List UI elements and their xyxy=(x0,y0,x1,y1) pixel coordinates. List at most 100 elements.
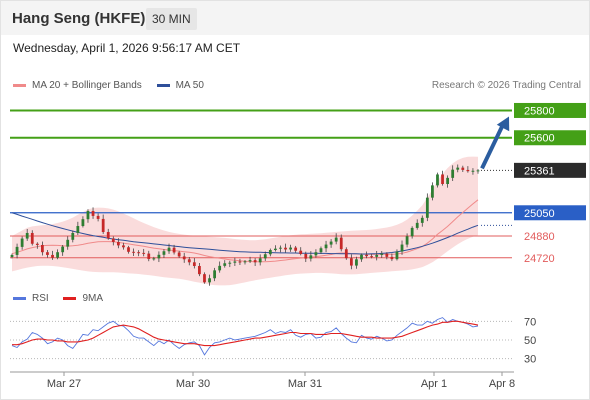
candle-body xyxy=(233,261,237,263)
level-label-24720: 24720 xyxy=(524,253,555,265)
candle-body xyxy=(137,252,141,254)
candle-body xyxy=(451,169,455,178)
candle-body xyxy=(96,215,100,219)
candle-body xyxy=(324,244,328,249)
candle-body xyxy=(40,244,44,253)
candle-body xyxy=(390,256,394,260)
candle-body xyxy=(248,260,252,262)
candle-body xyxy=(476,170,480,172)
candle-body xyxy=(299,250,303,254)
level-box-25050 xyxy=(514,205,586,221)
candle-body xyxy=(365,254,368,257)
rsi-panel: 70 50 30 xyxy=(10,316,536,366)
level-label-25600: 25600 xyxy=(524,133,555,145)
level-label-25800: 25800 xyxy=(524,105,555,117)
candle-body xyxy=(187,259,191,263)
rsi-tick-label-30: 30 xyxy=(524,354,536,366)
candle-body xyxy=(132,251,135,253)
candle-body xyxy=(258,258,262,263)
level-box-25800 xyxy=(514,102,586,118)
candle-body xyxy=(370,256,374,258)
legend-item-9ma: 9MA xyxy=(63,293,103,304)
candle-body xyxy=(344,249,348,259)
timestamp: Wednesday, April 1, 2026 9:56:17 AM CET xyxy=(13,41,241,55)
candle-body xyxy=(466,169,470,172)
candle-body xyxy=(20,238,24,247)
x-tick-label-apr-8: Apr 8 xyxy=(489,378,515,390)
candle-body xyxy=(172,247,176,253)
candle-body xyxy=(400,244,404,252)
candle-body xyxy=(410,227,414,237)
candle-body xyxy=(192,262,196,266)
instrument-title: Hang Seng (HKFE) xyxy=(12,10,146,27)
candle-body xyxy=(106,232,110,239)
header-bar: Hang Seng (HKFE) 30 MIN xyxy=(1,1,589,35)
candle-body xyxy=(147,253,151,260)
candle-body xyxy=(436,174,439,186)
candle-body xyxy=(157,254,161,259)
candle-body xyxy=(101,218,105,233)
candle-body xyxy=(395,251,399,260)
candle-body xyxy=(349,258,353,266)
candle-body xyxy=(56,252,59,258)
rsi-legend: RSI 9MA xyxy=(13,293,115,304)
rsi-tick-label-70: 70 xyxy=(524,316,536,328)
candle-body xyxy=(142,252,146,254)
candle-body xyxy=(289,247,292,250)
candle-body xyxy=(405,236,409,245)
level-box-25600 xyxy=(514,130,586,146)
price-panel: 25800 25600 25361 25050 24880 24720 xyxy=(10,102,586,286)
candle-body xyxy=(253,260,257,263)
candle-body xyxy=(127,247,130,252)
9ma-swatch xyxy=(63,296,77,300)
candle-body xyxy=(334,237,338,242)
interval-badge[interactable]: 30 MIN xyxy=(146,8,197,30)
forecast-arrow-head xyxy=(496,116,510,132)
candle-body xyxy=(425,197,429,218)
candle-body xyxy=(203,274,206,283)
candle-body xyxy=(30,232,34,244)
rsi-9ma-line xyxy=(12,320,479,347)
candle-body xyxy=(380,253,384,255)
rsi-line xyxy=(11,317,479,356)
candle-body xyxy=(431,185,434,198)
candle-body xyxy=(284,247,287,250)
candle-body xyxy=(51,254,54,258)
candle-body xyxy=(167,247,171,252)
candle-body xyxy=(177,252,181,257)
legend-item-rsi: RSI xyxy=(13,293,49,304)
candle-body xyxy=(91,211,95,216)
ma20-swatch xyxy=(13,83,26,87)
rsi-tick-label-50: 50 xyxy=(524,335,536,347)
x-tick-label-mar-27: Mar 27 xyxy=(47,378,81,390)
candle-body xyxy=(279,247,282,249)
candle-body xyxy=(385,253,389,257)
x-axis: Mar 27 Mar 30 Mar 31 Apr 1 Apr 8 xyxy=(10,371,515,390)
candle-body xyxy=(329,241,333,245)
candle-body xyxy=(355,259,358,266)
price-legend: MA 20 + Bollinger Bands MA 50 xyxy=(13,80,216,91)
candle-body xyxy=(263,254,267,259)
level-label-24880: 24880 xyxy=(524,231,555,243)
candle-body xyxy=(208,278,211,283)
candle-body xyxy=(446,177,450,184)
candle-body xyxy=(35,243,39,245)
candle-body xyxy=(86,211,90,220)
candle-body xyxy=(319,248,323,253)
rsi-swatch xyxy=(13,296,26,300)
candle-body xyxy=(116,241,120,246)
candle-body xyxy=(218,265,222,271)
candle-body xyxy=(182,256,186,260)
candle-body xyxy=(309,255,313,259)
candle-body xyxy=(420,217,424,223)
legend-label-9ma: 9MA xyxy=(82,293,104,304)
legend-label-ma50: MA 50 xyxy=(175,80,204,91)
legend-label-rsi: RSI xyxy=(32,293,49,304)
x-tick-label-mar-30: Mar 30 xyxy=(176,378,210,390)
ma50-line xyxy=(11,212,479,255)
ma50-swatch xyxy=(156,83,170,87)
candle-body xyxy=(71,232,75,240)
level-label-25361: 25361 xyxy=(524,165,555,177)
candle-body xyxy=(360,254,363,260)
